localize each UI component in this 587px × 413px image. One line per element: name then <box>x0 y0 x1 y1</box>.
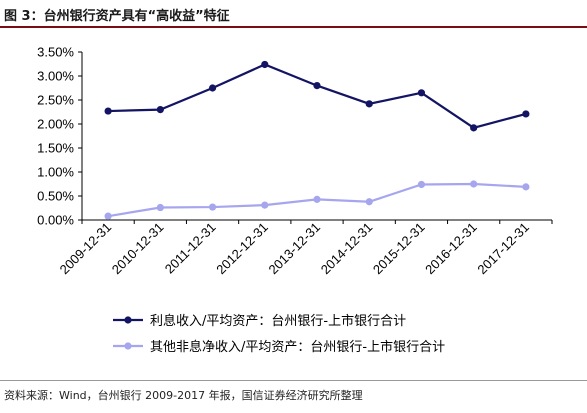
x-tick-label: 2014-12-31 <box>318 220 376 278</box>
y-tick-label: 2.50% <box>37 93 74 108</box>
series-1-point <box>365 100 373 108</box>
y-tick-label: 3.50% <box>37 45 74 60</box>
x-tick-label: 2010-12-31 <box>109 220 167 278</box>
series-1-point <box>261 60 269 69</box>
chart-series <box>104 60 530 220</box>
series-2-point <box>104 212 112 220</box>
series-2-point <box>313 195 321 203</box>
chart-axes <box>81 52 552 221</box>
source-note: 资料来源：Wind，台州银行 2009-2017 年报，国信证券经济研究所整理 <box>4 389 363 402</box>
series-1-point <box>417 89 426 97</box>
figure-title: 图 3：台州银行资产具有“高收益”特征 <box>4 9 230 24</box>
y-tick-label: 1.50% <box>37 141 74 156</box>
source-bar: 资料来源：Wind，台州银行 2009-2017 年报，国信证券经济研究所整理 <box>0 380 587 413</box>
chart-legend: 利息收入/平均资产：台州银行-上市银行合计其他非息净收入/平均资产：台州银行-上… <box>113 313 445 355</box>
series-2-point <box>208 203 217 211</box>
series-2-point <box>156 203 164 212</box>
y-tick-label: 0.00% <box>37 213 74 228</box>
y-tick-label: 3.00% <box>37 69 74 84</box>
y-tick-label: 2.00% <box>37 117 74 132</box>
legend-2-label: 其他非息净收入/平均资产：台州银行-上市银行合计 <box>150 339 445 355</box>
y-axis-ticks: 0.00% 0.50% 1.00% 1.50% 2.00% 2.50% 3.00% 3.50% <box>37 45 82 228</box>
x-tick-label: 2015-12-31 <box>370 220 428 278</box>
legend-1-label: 利息收入/平均资产：台州银行-上市银行合计 <box>150 313 406 329</box>
x-tick-label: 2017-12-31 <box>474 220 532 278</box>
series-1-line <box>108 63 527 130</box>
series-2-point <box>470 180 478 188</box>
y-tick-label: 1.00% <box>37 165 74 180</box>
series-2-point <box>261 201 269 209</box>
series-2-point <box>365 198 373 206</box>
legend-2-marker <box>124 342 132 350</box>
line-chart: 0.00% 0.50% 1.00% 1.50% 2.00% 2.50% 3.00% 3.50%… <box>37 45 553 355</box>
series-1-point <box>156 106 164 114</box>
x-tick-label: 2009-12-31 <box>57 220 115 278</box>
series-1-point <box>522 110 530 118</box>
x-tick-label: 2011-12-31 <box>162 220 219 277</box>
y-tick-label: 0.50% <box>37 189 74 204</box>
series-1-point <box>104 107 112 115</box>
legend-1-marker <box>124 316 132 324</box>
x-tick-label: 2012-12-31 <box>213 220 271 278</box>
series-1-point <box>313 82 321 90</box>
series-2-point <box>417 180 426 189</box>
x-tick-label: 2016-12-31 <box>422 220 480 278</box>
x-tick-label: 2013-12-31 <box>265 220 323 278</box>
x-axis-ticks: 2009-12-312010-12-312011-12-312012-12-31… <box>57 220 553 278</box>
series-2-point <box>522 183 530 191</box>
series-1-point <box>470 124 478 132</box>
figure-title-bar: 图 3：台州银行资产具有“高收益”特征 <box>0 0 587 28</box>
series-1-point <box>208 84 217 92</box>
